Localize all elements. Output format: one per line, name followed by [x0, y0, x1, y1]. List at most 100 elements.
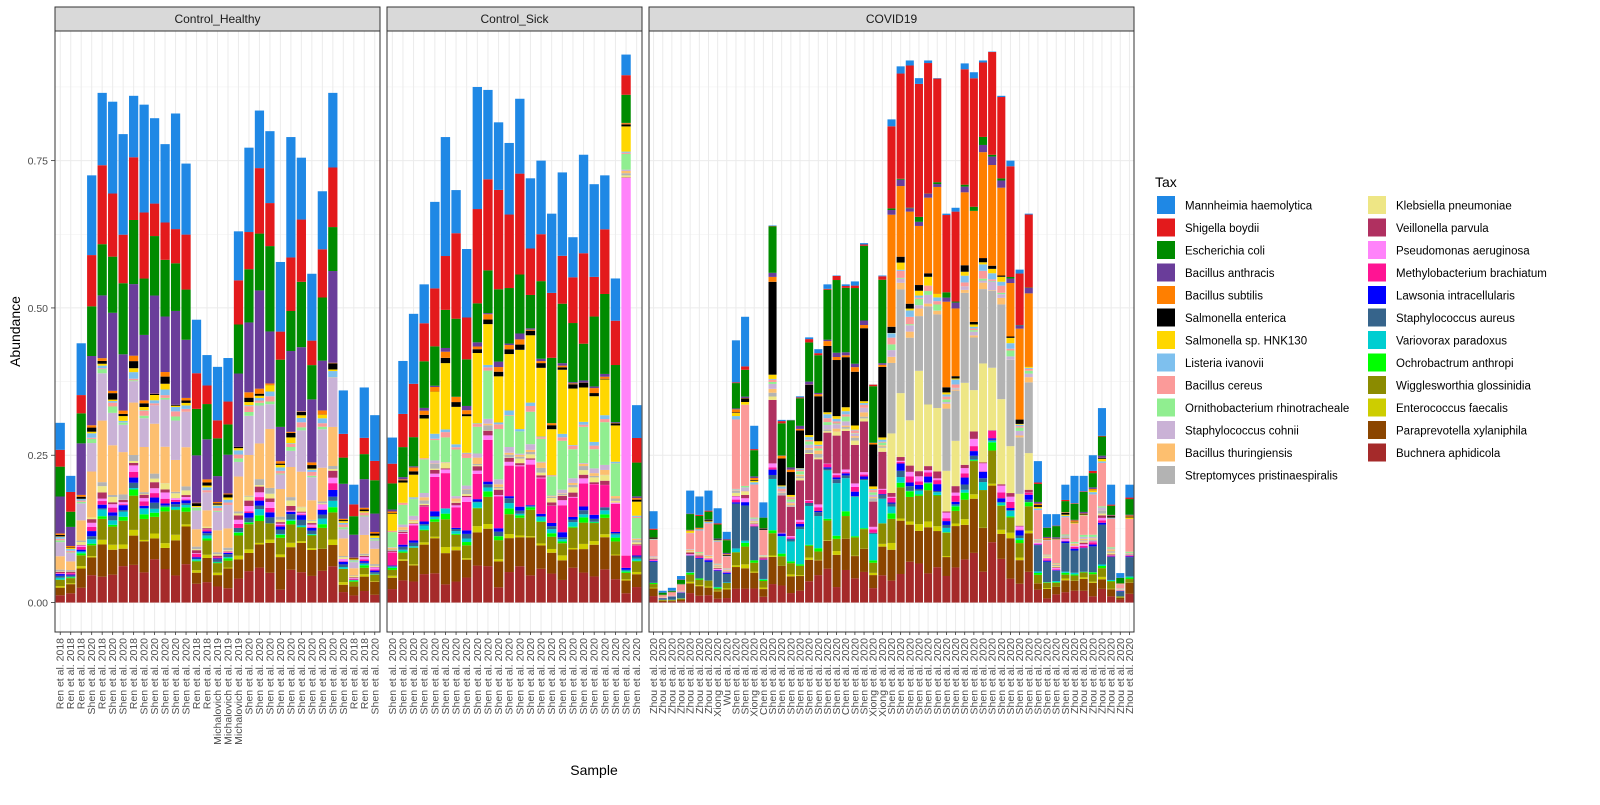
bar-segment — [349, 504, 358, 516]
bar-segment — [547, 293, 556, 358]
bar-segment — [695, 580, 703, 585]
bar-segment — [677, 576, 685, 580]
bar-segment — [915, 222, 923, 226]
bar-segment — [192, 508, 201, 511]
bar-segment — [590, 482, 599, 484]
bar-segment — [77, 395, 86, 413]
bar-segment — [1089, 538, 1097, 539]
bar-segment — [961, 500, 969, 519]
bar-segment — [150, 394, 159, 395]
bar-segment — [1052, 569, 1060, 570]
bar-segment — [1034, 590, 1042, 603]
bar-segment — [140, 335, 149, 400]
stacked-bar — [778, 420, 786, 603]
bar-segment — [328, 427, 337, 466]
bar-segment — [234, 231, 243, 280]
bar-segment — [119, 411, 128, 414]
bar-segment — [759, 559, 767, 560]
bar-segment — [150, 534, 159, 539]
bar-segment — [869, 444, 877, 486]
bar-segment — [244, 518, 253, 522]
bar-segment — [119, 500, 128, 502]
bar-segment — [77, 413, 86, 443]
bar-segment — [979, 363, 987, 462]
bar-segment — [56, 580, 65, 586]
bar-segment — [942, 399, 950, 402]
bar-segment — [339, 434, 348, 458]
bar-segment — [360, 555, 369, 556]
bar-segment — [997, 534, 1005, 559]
bar-segment — [328, 507, 337, 512]
bar-segment — [483, 482, 492, 485]
bar-segment — [87, 438, 96, 439]
bar-segment — [906, 304, 914, 309]
bar-segment — [1116, 578, 1124, 583]
bar-segment — [328, 471, 337, 478]
legend-label: Variovorax paradoxus — [1396, 336, 1507, 348]
bar-segment — [494, 484, 503, 487]
bar-segment — [915, 226, 923, 285]
bar-segment — [650, 559, 658, 560]
bar-segment — [1061, 500, 1069, 501]
bar-segment — [568, 522, 577, 527]
bar-segment — [108, 495, 117, 497]
bar-segment — [119, 510, 128, 512]
bar-segment — [451, 450, 460, 497]
bar-segment — [1125, 583, 1133, 594]
bar-segment — [805, 342, 813, 381]
bar-segment — [276, 427, 285, 461]
bar-segment — [796, 564, 804, 566]
bar-segment — [526, 507, 535, 509]
bar-segment — [297, 513, 306, 515]
bar-segment — [181, 486, 190, 490]
bar-segment — [409, 314, 418, 384]
bar-segment — [979, 283, 987, 289]
bar-segment — [244, 549, 253, 553]
bar-segment — [579, 573, 588, 603]
bar-segment — [98, 373, 107, 420]
bar-segment — [732, 502, 740, 503]
bar-segment — [388, 567, 397, 568]
bar-segment — [997, 178, 1005, 180]
bar-segment — [483, 440, 492, 482]
stacked-bar — [952, 208, 960, 603]
bar-segment — [924, 466, 932, 470]
bar-segment — [1052, 568, 1060, 569]
bar-segment — [430, 460, 439, 463]
bar-segment — [759, 580, 767, 581]
bar-segment — [952, 378, 960, 379]
bar-segment — [515, 463, 524, 465]
bar-segment — [686, 583, 694, 593]
bar-segment — [255, 234, 264, 291]
bar-segment — [869, 529, 877, 532]
stacked-bar — [398, 361, 407, 603]
bar-segment — [621, 571, 630, 572]
bar-segment — [181, 564, 190, 602]
stacked-bar — [409, 314, 418, 603]
bar-segment — [590, 184, 599, 277]
bar-segment — [741, 491, 749, 492]
bar-segment — [66, 575, 75, 576]
bar-segment — [1080, 579, 1088, 591]
bar-segment — [451, 507, 460, 528]
stacked-bar — [505, 143, 514, 603]
bar-segment — [1107, 505, 1115, 506]
bar-segment — [796, 591, 804, 603]
bar-segment — [600, 422, 609, 465]
bar-segment — [1006, 508, 1014, 510]
bar-segment — [318, 510, 327, 515]
bar-segment — [897, 180, 905, 186]
bar-segment — [409, 475, 418, 498]
x-axis-title: Sample — [570, 762, 618, 778]
bar-segment — [988, 290, 996, 291]
bar-segment — [536, 462, 545, 463]
stacked-bar — [924, 60, 932, 602]
bar-segment — [568, 323, 577, 382]
bar-segment — [878, 365, 886, 367]
bar-segment — [160, 395, 169, 398]
bar-segment — [878, 448, 886, 452]
bar-segment — [579, 517, 588, 522]
bar-segment — [276, 530, 285, 534]
bar-segment — [842, 286, 850, 288]
bar-segment — [339, 592, 348, 602]
